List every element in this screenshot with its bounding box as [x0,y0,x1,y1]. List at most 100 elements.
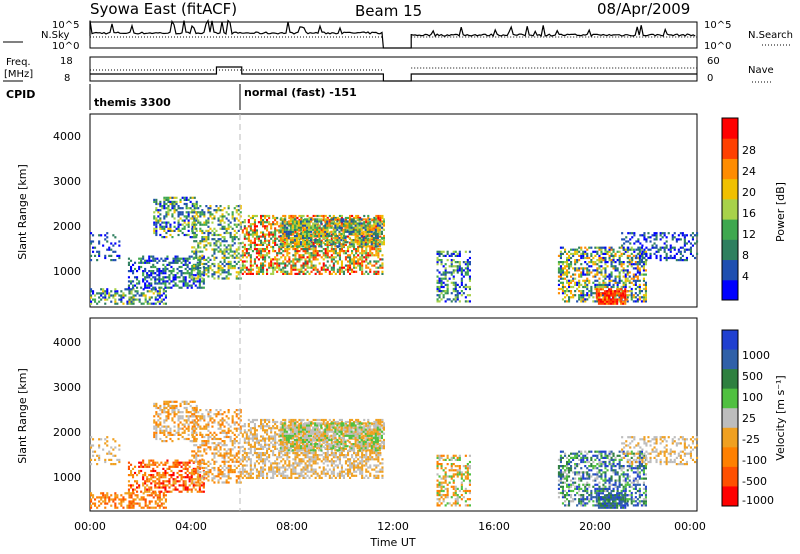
power-cell [634,287,637,291]
power-cell [357,216,360,220]
power-cell [316,270,319,273]
power-cell [381,254,384,257]
power-cell [188,274,191,277]
power-cell [438,296,441,299]
power-cell [338,236,341,240]
power-cell [184,257,187,260]
power-cell [264,248,267,251]
power-cell [572,252,575,255]
power-cell [197,215,200,218]
velocity-cell [156,465,159,468]
power-cell [642,269,645,272]
power-cell [146,261,149,264]
power-cell [464,273,467,276]
power-cell [357,250,360,253]
power-cell [98,234,101,237]
power-cell [637,246,640,249]
velocity-cell [98,454,101,457]
velocity-cell [188,488,191,491]
velocity-cell [182,476,185,479]
power-cell [596,273,599,276]
velocity-cell [167,413,170,416]
velocity-cell [160,474,163,477]
power-cell [312,218,315,221]
power-cell [264,241,267,244]
power-cell [636,271,639,274]
power-cell [165,221,168,224]
power-cell [306,262,309,265]
power-cell [300,231,303,234]
velocity-cell [205,425,208,428]
velocity-cell [153,415,156,418]
velocity-cell [180,461,183,464]
power-cell [614,252,617,255]
power-cell [288,229,291,232]
power-cell [233,256,236,259]
power-cell [262,254,265,257]
power-cell [334,216,337,220]
power-cell [152,265,155,269]
power-cell [642,277,645,280]
power-cell [167,227,170,230]
power-cell [203,238,206,241]
power-cell [655,250,658,253]
power-cell [304,227,307,230]
power-cell [294,266,297,269]
power-cell [112,250,115,253]
velocity-cell [106,436,109,439]
power-cell [353,229,356,232]
velocity-cell [158,482,161,485]
power-cell [612,279,615,282]
power-cell [370,224,373,227]
power-cell [279,224,282,227]
power-cell [237,229,240,232]
velocity-cell [96,454,99,457]
power-cell [247,225,250,228]
power-cell [645,240,648,243]
power-cell [696,234,699,237]
power-cell [338,218,341,221]
power-cell [363,260,366,263]
power-cell [188,255,191,258]
power-cell [600,246,603,249]
velocity-cell [223,475,226,478]
power-cell [306,220,309,223]
power-cell [253,214,256,218]
power-cell [268,243,271,246]
velocity-cell [184,467,187,470]
power-cell [371,252,374,255]
power-cell [616,292,619,295]
power-cell [266,254,269,257]
velocity-cell [223,419,226,422]
power-cell [338,254,341,257]
power-cell [627,246,630,249]
power-cell [223,269,226,272]
power-cell [205,244,208,247]
velocity-cell [90,446,93,449]
velocity-cell [166,490,169,493]
power-cell [442,285,445,289]
power-cell [324,223,327,226]
velocity-cell [183,419,186,422]
power-cell [446,298,449,301]
power-cell [274,239,277,242]
velocity-cell [213,477,216,480]
power-cell [180,286,183,289]
velocity-cell [195,452,198,455]
power-cell [257,239,260,242]
power-cell [608,281,611,284]
velocity-cell [191,419,194,422]
velocity-cell [170,484,173,487]
velocity-cell [160,498,163,501]
power-cell [626,271,629,274]
power-cell [622,261,625,264]
power-cell [582,267,585,270]
velocity-cell [213,469,216,472]
power-cell [100,298,103,301]
velocity-cell [195,421,198,424]
power-cell [203,223,206,226]
velocity-cell [199,462,202,465]
velocity-cell [191,429,194,432]
power-cell [436,294,439,297]
power-cell [669,246,672,249]
